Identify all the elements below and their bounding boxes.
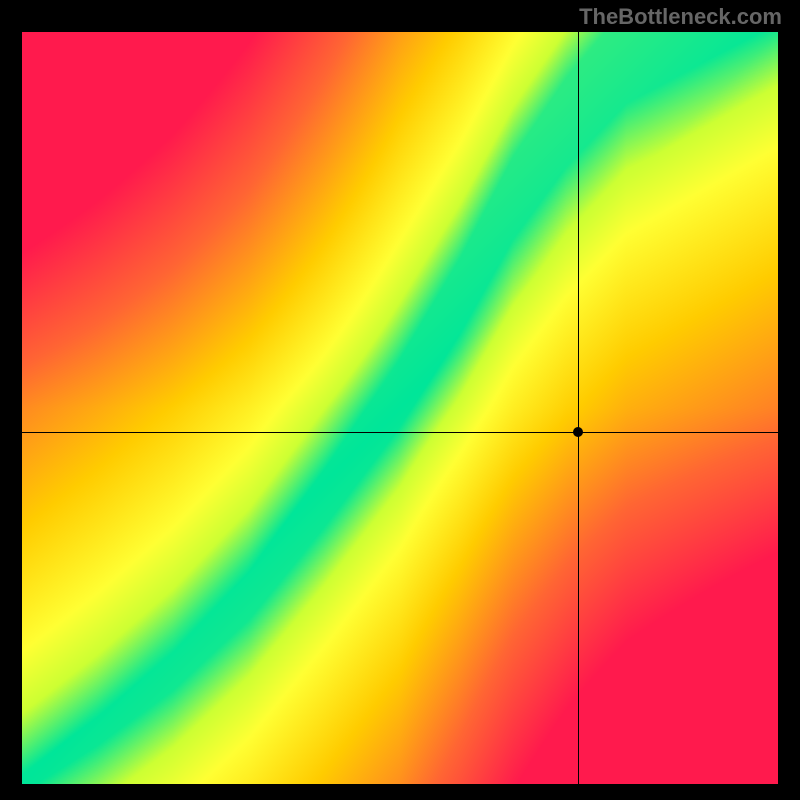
watermark-text: TheBottleneck.com [579,4,782,30]
plot-container [22,32,778,784]
crosshair-horizontal [22,432,778,433]
crosshair-vertical [578,32,579,784]
crosshair-marker [573,427,583,437]
heatmap-canvas [22,32,778,784]
